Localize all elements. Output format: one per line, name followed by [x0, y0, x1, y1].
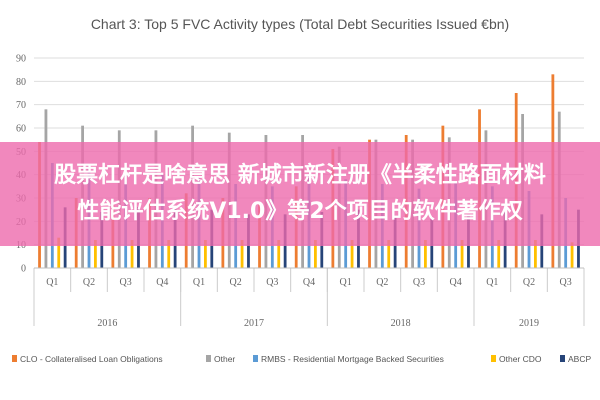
x-tick-label: Q1	[46, 277, 58, 288]
overlay-line-2: 性能评估系统V1.0》等2个项目的软件著作权	[77, 199, 523, 224]
y-tick-label: 0	[21, 264, 26, 275]
bar	[570, 242, 574, 268]
x-tick-label: Q2	[83, 277, 95, 288]
bar	[167, 240, 171, 268]
bar	[240, 240, 244, 268]
legend-label: ABCP	[568, 354, 591, 364]
x-tick-label: Q3	[266, 277, 278, 288]
x-tick-label: Q4	[156, 277, 168, 288]
legend-label: Other CDO	[499, 354, 542, 364]
bar	[130, 240, 134, 268]
x-tick-label: Q3	[560, 277, 572, 288]
legend-swatch	[491, 355, 496, 362]
bar	[387, 240, 391, 268]
bar	[424, 240, 427, 268]
x-tick-label: Q1	[340, 277, 352, 288]
legend-swatch	[253, 355, 258, 362]
y-tick-label: 80	[16, 77, 26, 88]
legend-swatch	[560, 355, 565, 362]
legend-swatch	[12, 355, 17, 362]
x-tick-label: Q2	[230, 277, 242, 288]
y-tick-label: 60	[16, 124, 26, 135]
group-label: 2019	[519, 318, 539, 329]
bar	[460, 240, 464, 268]
bar	[534, 240, 537, 268]
x-tick-label: Q1	[193, 277, 205, 288]
bar	[497, 240, 501, 268]
y-tick-label: 70	[16, 100, 26, 111]
bar	[314, 240, 317, 268]
x-tick-label: Q2	[523, 277, 535, 288]
x-tick-label: Q4	[303, 277, 315, 288]
x-tick-label: Q3	[413, 277, 425, 288]
bar	[277, 240, 281, 268]
x-tick-label: Q4	[450, 277, 462, 288]
legend-swatch	[206, 355, 211, 362]
x-tick-label: Q2	[376, 277, 388, 288]
group-label: 2017	[244, 318, 264, 329]
bar	[57, 237, 61, 268]
overlay-line-1: 股票杠杆是啥意思 新城市新注册《半柔性路面材料	[54, 163, 546, 188]
chart-title: Chart 3: Top 5 FVC Activity types (Total…	[91, 16, 509, 32]
group-label: 2016	[97, 318, 117, 329]
bar	[94, 240, 97, 268]
legend-label: RMBS - Residential Mortgage Backed Secur…	[261, 354, 444, 364]
overlay-text: 股票杠杆是啥意思 新城市新注册《半柔性路面材料 性能评估系统V1.0》等2个项目…	[10, 158, 590, 230]
bar	[350, 240, 354, 268]
legend-label: Other	[214, 354, 235, 364]
x-tick-label: Q1	[486, 277, 498, 288]
bar	[204, 240, 207, 268]
legend-label: CLO - Collateralised Loan Obligations	[20, 354, 163, 364]
x-tick-label: Q3	[120, 277, 132, 288]
overlay-banner: 股票杠杆是啥意思 新城市新注册《半柔性路面材料 性能评估系统V1.0》等2个项目…	[0, 142, 600, 246]
group-label: 2018	[391, 318, 411, 329]
y-tick-label: 90	[16, 54, 26, 65]
